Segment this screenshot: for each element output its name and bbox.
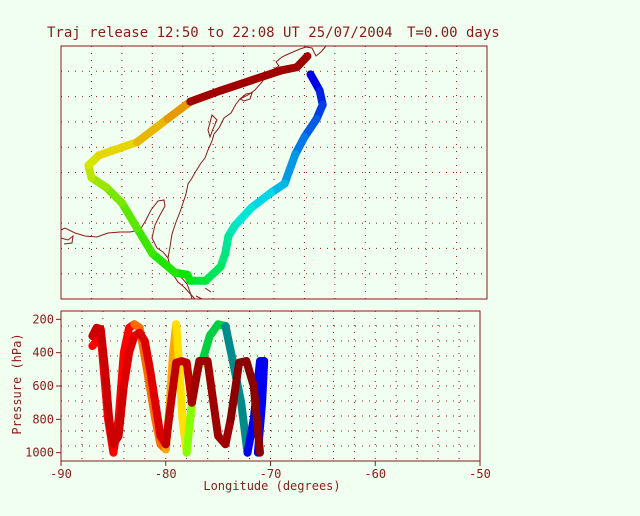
chart-title: Traj release 12:50 to 22:08 UT 25/07/200… [47,25,393,41]
map-grid [61,46,487,299]
mississippi-delta [60,234,74,245]
x-axis-label: Longitude (degrees) [203,479,340,493]
series-layer [88,320,269,457]
coastline [60,45,327,300]
series-line [161,357,196,449]
series-line [198,320,230,365]
y-tick-label: 400 [32,346,54,360]
bahamas [195,287,212,300]
series-line [187,357,235,449]
trajectory-segment [133,114,172,147]
trajectory-segments [84,52,327,285]
x-tick-label: -50 [469,467,491,481]
time-label: T=0.00 days [407,25,500,41]
trajectory-segment [280,150,300,188]
x-axis-ticks: -90 -80 -70 -60 -50 [50,461,491,481]
pressure-longitude-plot: -90 -80 -70 -60 -50 200 400 600 800 1000 Longitu… [10,310,491,493]
series-line [88,323,128,449]
gulf-coast [60,199,169,259]
trajectory-segment [230,203,256,231]
series-line [119,328,170,449]
x-tick-label: -60 [364,467,386,481]
trajectory-segment [95,138,142,160]
trajectory-map [60,45,488,300]
y-tick-label: 1000 [25,446,54,460]
x-tick-label: -80 [155,467,177,481]
trajectory-segment [247,66,286,85]
trajectory-segment [292,52,312,72]
delaware-bay [207,114,218,139]
y-tick-label: 200 [32,312,54,326]
y-tick-label: 600 [32,379,54,393]
x-tick-label: -70 [260,467,282,481]
series-line [243,357,269,457]
y-axis-label: Pressure (hPa) [10,333,24,434]
chesapeake [239,92,253,102]
y-axis-ticks: 200 400 600 800 1000 [25,312,61,460]
series-line [226,357,264,457]
trajectory-segment [247,188,275,212]
trajectory-segment [163,97,195,123]
trajectory-segment [133,224,157,258]
trajectory-segment [117,198,142,233]
y-tick-label: 800 [32,412,54,426]
trajectory-segment [148,249,180,277]
trajectory-segment [186,86,225,106]
x-tick-label: -90 [50,467,72,481]
coastline-east [271,45,327,71]
trajectory-segment [216,76,256,95]
